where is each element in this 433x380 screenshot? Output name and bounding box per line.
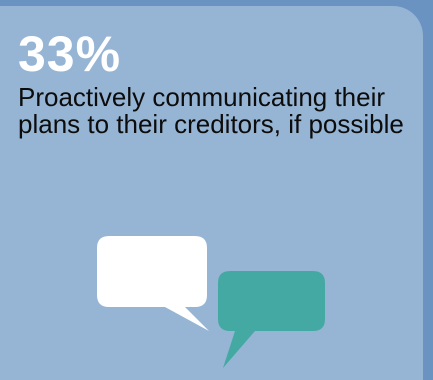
speech-bubble-teal-icon bbox=[218, 271, 325, 368]
stat-value: 33% bbox=[18, 26, 122, 82]
stat-card: 33% Proactively communicating their plan… bbox=[0, 6, 423, 380]
stat-description: Proactively communicating their plans to… bbox=[18, 82, 404, 139]
speech-bubble-white-icon bbox=[97, 236, 209, 331]
speech-bubbles-icon bbox=[97, 236, 325, 368]
